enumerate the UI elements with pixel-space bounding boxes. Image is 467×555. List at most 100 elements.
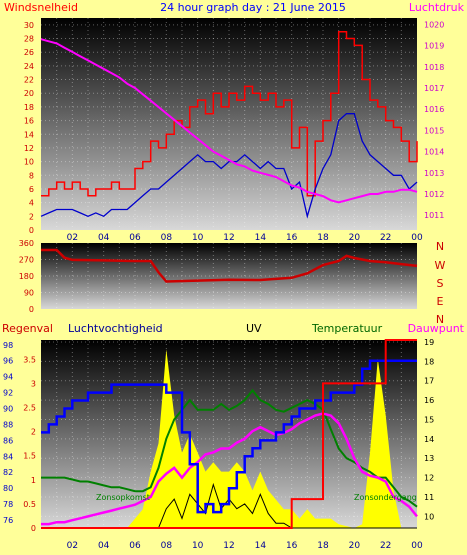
y-tick-label: 4: [29, 199, 34, 208]
y-tick-label: 22: [24, 76, 34, 85]
x-tick-label: 14: [255, 541, 267, 551]
x-tick-label: 00: [411, 233, 423, 243]
y-tick-label: 0: [29, 305, 34, 314]
y2-tick-label: 1020: [424, 20, 444, 29]
x-tick-label: 10: [192, 541, 204, 551]
x-tick-label: 02: [67, 541, 78, 551]
y-tick-label: 28: [24, 35, 34, 44]
temperature-tick-label: 11: [424, 493, 434, 502]
x-tick-label: 02: [67, 233, 78, 243]
compass-label: S: [437, 277, 444, 290]
temperature-tick-label: 13: [424, 454, 434, 463]
series-lines: [40, 30, 418, 529]
y-tick-label: 14: [24, 130, 34, 139]
rain-line: [41, 339, 417, 529]
y2-tick-label: 1012: [424, 190, 444, 199]
y-tick-label: 10: [24, 158, 34, 167]
temperature-tick-label: 16: [424, 396, 434, 405]
y-tick-label: 6: [29, 185, 34, 194]
humidity-tick-label: 98: [3, 341, 13, 350]
wind-average-line: [40, 113, 418, 219]
y-tick-label: 2: [29, 212, 34, 221]
rain-tick-label: 2: [31, 428, 36, 437]
x-tick-label: 04: [98, 233, 110, 243]
y-tick-label: 30: [24, 21, 34, 30]
x-tick-label: 08: [161, 233, 173, 243]
uv-label: UV: [246, 322, 262, 335]
humidity-tick-label: 96: [3, 357, 13, 366]
temperature-label: Temperatuur: [311, 322, 383, 335]
y-tick-label: 18: [24, 103, 34, 112]
wind-gust-line: [41, 30, 418, 197]
y-tick-label: 26: [24, 48, 34, 57]
humidity-tick-label: 78: [3, 500, 13, 509]
humidity-label: Luchtvochtigheid: [68, 322, 163, 335]
temperature-tick-label: 19: [424, 338, 434, 347]
y-tick-label: 20: [24, 89, 34, 98]
dewpoint-line: [41, 412, 418, 526]
humidity-tick-label: 76: [3, 516, 13, 525]
rain-label: Regenval: [2, 322, 53, 335]
x-tick-label: 16: [286, 541, 298, 551]
humidity-tick-label: 94: [3, 373, 13, 382]
humidity-tick-label: 88: [3, 420, 13, 429]
x-tick-label: 06: [129, 233, 141, 243]
pressure-label: Luchtdruk: [409, 1, 465, 14]
wind-speed-label: Windsnelheid: [4, 1, 78, 14]
pressure-line: [40, 38, 418, 204]
rain-tick-label: 1.5: [23, 452, 36, 461]
humidity-tick-label: 90: [3, 405, 13, 414]
x-tick-label: 04: [98, 541, 110, 551]
temperature-tick-label: 17: [424, 377, 434, 386]
y-tick-label: 12: [24, 144, 34, 153]
y2-tick-label: 1016: [424, 105, 444, 114]
x-tick-label: 18: [317, 233, 329, 243]
compass-label: W: [435, 259, 446, 272]
rain-tick-label: 3: [31, 379, 36, 388]
y2-tick-label: 1014: [424, 148, 444, 157]
x-tick-label: 18: [317, 541, 329, 551]
humidity-tick-label: 84: [3, 452, 13, 461]
tick-labels: 0246810121416182022242628301011101210131…: [3, 20, 444, 551]
rain-tick-label: 1: [31, 476, 36, 485]
y-tick-label: 90: [24, 289, 34, 298]
x-tick-label: 20: [349, 233, 361, 243]
x-tick-label: 22: [380, 233, 391, 243]
y-tick-label: 8: [29, 171, 34, 180]
x-tick-label: 20: [349, 541, 361, 551]
x-tick-label: 12: [223, 541, 234, 551]
sunset-label: Zonsondergang: [354, 493, 417, 502]
x-tick-label: 12: [223, 233, 234, 243]
x-tick-label: 10: [192, 233, 204, 243]
y-tick-label: 180: [19, 272, 34, 281]
x-tick-label: 08: [161, 541, 173, 551]
y-tick-label: 360: [19, 239, 34, 248]
y-tick-label: 24: [24, 62, 34, 71]
temperature-line: [41, 388, 418, 508]
humidity-tick-label: 92: [3, 389, 13, 398]
y2-tick-label: 1011: [424, 211, 444, 220]
y2-tick-label: 1019: [424, 42, 444, 51]
compass-label: N: [436, 313, 444, 326]
humidity-line: [41, 359, 417, 514]
y-tick-label: 16: [24, 117, 34, 126]
temperature-tick-label: 12: [424, 474, 434, 483]
y2-tick-label: 1018: [424, 63, 444, 72]
y2-tick-label: 1017: [424, 84, 444, 93]
y-tick-label: 0: [29, 226, 34, 235]
temperature-tick-label: 18: [424, 357, 434, 366]
x-tick-label: 16: [286, 233, 298, 243]
humidity-tick-label: 86: [3, 436, 13, 445]
rain-tick-label: 3.5: [23, 355, 36, 364]
x-tick-label: 06: [129, 541, 141, 551]
dewpoint-label: Dauwpunt: [408, 322, 465, 335]
wind-direction-line: [41, 248, 418, 283]
compass-label: E: [437, 295, 444, 308]
temperature-tick-label: 15: [424, 415, 434, 424]
humidity-tick-label: 80: [3, 484, 13, 493]
y2-tick-label: 1015: [424, 126, 444, 135]
rain-tick-label: 0.5: [23, 500, 36, 509]
wind-plot-area: [41, 18, 417, 230]
chart-title: 24 hour graph day : 21 June 2015: [160, 1, 346, 14]
x-tick-label: 00: [411, 541, 423, 551]
